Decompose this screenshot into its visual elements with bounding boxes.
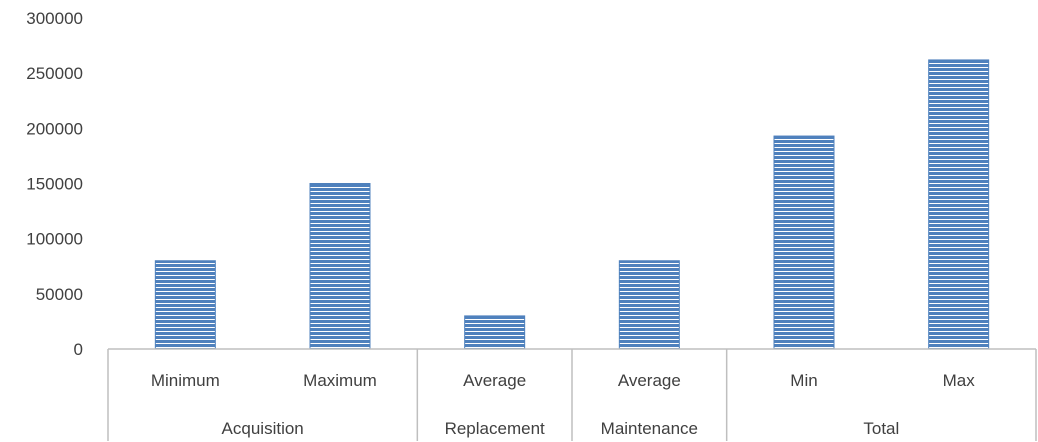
y-tick-label: 100000 xyxy=(26,230,83,249)
x-axis: Minimum Maximum Average Average Min Max Acquis… xyxy=(107,348,1037,441)
category-label: Average xyxy=(463,371,526,390)
y-tick-label: 150000 xyxy=(26,175,83,194)
category-label: Min xyxy=(790,371,817,390)
bars xyxy=(154,59,990,350)
bar xyxy=(309,183,371,350)
group-label: Total xyxy=(863,419,899,438)
category-label: Minimum xyxy=(151,371,220,390)
bar xyxy=(618,260,680,350)
y-tick-label: 200000 xyxy=(26,119,83,138)
bar xyxy=(464,315,526,350)
y-tick-label: 50000 xyxy=(36,285,83,304)
category-label: Maximum xyxy=(303,371,377,390)
group-label: Acquisition xyxy=(222,419,304,438)
y-tick-label: 300000 xyxy=(26,9,83,28)
category-label: Max xyxy=(943,371,976,390)
group-label: Maintenance xyxy=(601,419,698,438)
y-axis: 0 50000 100000 150000 200000 250000 300000 xyxy=(26,9,83,359)
bar xyxy=(154,260,216,350)
bar xyxy=(773,135,835,350)
y-tick-label: 0 xyxy=(74,340,83,359)
y-tick-label: 250000 xyxy=(26,64,83,83)
category-label: Average xyxy=(618,371,681,390)
bar xyxy=(928,59,990,350)
group-label: Replacement xyxy=(445,419,545,438)
